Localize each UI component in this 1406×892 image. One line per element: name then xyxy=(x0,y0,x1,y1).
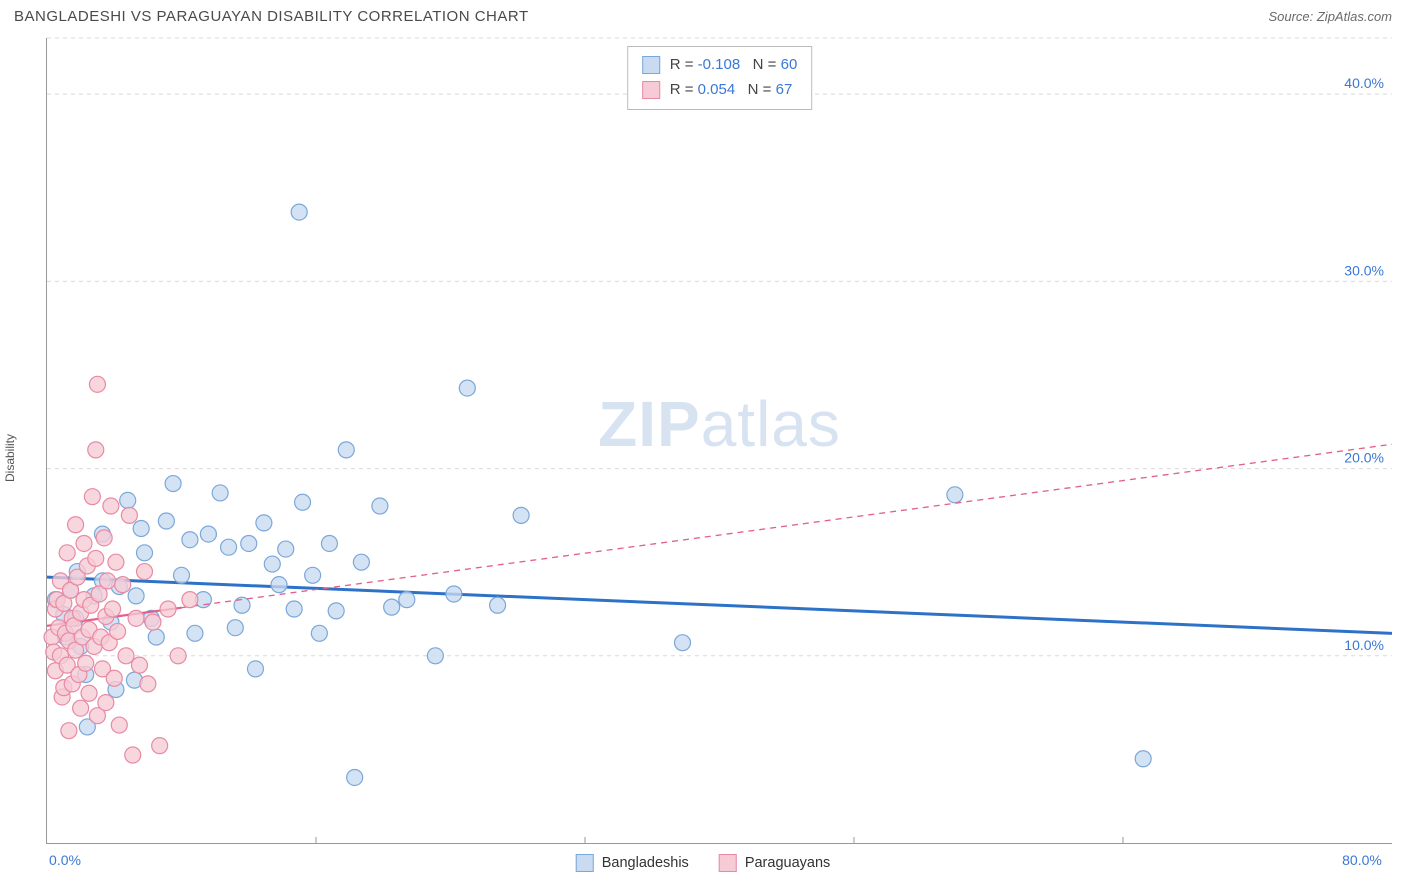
scatter-point xyxy=(89,376,105,392)
scatter-point xyxy=(187,625,203,641)
scatter-point xyxy=(137,545,153,561)
scatter-point xyxy=(264,556,280,572)
scatter-point xyxy=(145,614,161,630)
chart-title: BANGLADESHI VS PARAGUAYAN DISABILITY COR… xyxy=(14,8,529,25)
legend-stat-row: R = 0.054 N = 67 xyxy=(642,78,798,103)
scatter-point xyxy=(165,476,181,492)
correlation-legend: R = -0.108 N = 60R = 0.054 N = 67 xyxy=(627,46,813,110)
scatter-point xyxy=(73,700,89,716)
scatter-point xyxy=(328,603,344,619)
scatter-point xyxy=(295,494,311,510)
scatter-point xyxy=(140,676,156,692)
scatter-point xyxy=(103,498,119,514)
scatter-point xyxy=(59,545,75,561)
scatter-point xyxy=(108,554,124,570)
svg-text:30.0%: 30.0% xyxy=(1344,262,1384,278)
scatter-point xyxy=(110,623,126,639)
legend-stat-row: R = -0.108 N = 60 xyxy=(642,53,798,78)
plot-area: ZIPatlas 10.0%20.0%30.0%40.0%0.0%80.0% R… xyxy=(46,38,1392,844)
scatter-point xyxy=(200,526,216,542)
series-legend: Bangladeshis Paraguayans xyxy=(576,854,831,872)
scatter-point xyxy=(675,635,691,651)
legend-label: Bangladeshis xyxy=(602,855,689,871)
scatter-point xyxy=(115,577,131,593)
scatter-point xyxy=(61,723,77,739)
scatter-point xyxy=(338,442,354,458)
scatter-point xyxy=(174,567,190,583)
scatter-point xyxy=(182,592,198,608)
svg-text:40.0%: 40.0% xyxy=(1344,75,1384,91)
scatter-point xyxy=(125,747,141,763)
legend-label: Paraguayans xyxy=(745,855,830,871)
legend-swatch xyxy=(642,56,660,74)
svg-text:20.0%: 20.0% xyxy=(1344,450,1384,466)
scatter-point xyxy=(384,599,400,615)
scatter-point xyxy=(247,661,263,677)
scatter-point xyxy=(78,655,94,671)
scatter-point xyxy=(241,535,257,551)
legend-swatch xyxy=(576,854,594,872)
scatter-point xyxy=(111,717,127,733)
scatter-point xyxy=(513,507,529,523)
svg-text:80.0%: 80.0% xyxy=(1342,852,1382,868)
scatter-point xyxy=(88,550,104,566)
scatter-point xyxy=(311,625,327,641)
scatter-point xyxy=(131,657,147,673)
scatter-point xyxy=(427,648,443,664)
scatter-point xyxy=(227,620,243,636)
scatter-point xyxy=(399,592,415,608)
scatter-point xyxy=(286,601,302,617)
scatter-point xyxy=(347,769,363,785)
scatter-point xyxy=(121,507,137,523)
scatter-point xyxy=(256,515,272,531)
scatter-point xyxy=(128,588,144,604)
scatter-point xyxy=(158,513,174,529)
scatter-point xyxy=(100,573,116,589)
legend-swatch xyxy=(719,854,737,872)
scatter-point xyxy=(321,535,337,551)
scatter-point xyxy=(353,554,369,570)
scatter-point xyxy=(271,577,287,593)
scatter-point xyxy=(170,648,186,664)
scatter-point xyxy=(459,380,475,396)
scatter-point xyxy=(137,564,153,580)
chart-svg: 10.0%20.0%30.0%40.0%0.0%80.0% xyxy=(47,38,1392,843)
scatter-point xyxy=(68,517,84,533)
legend-swatch xyxy=(642,81,660,99)
scatter-point xyxy=(1135,751,1151,767)
scatter-point xyxy=(88,442,104,458)
scatter-point xyxy=(105,601,121,617)
scatter-point xyxy=(133,520,149,536)
scatter-point xyxy=(98,695,114,711)
scatter-point xyxy=(84,489,100,505)
y-axis-label: Disability xyxy=(3,434,17,482)
scatter-point xyxy=(148,629,164,645)
scatter-point xyxy=(212,485,228,501)
chart-source: Source: ZipAtlas.com xyxy=(1268,9,1392,24)
svg-text:0.0%: 0.0% xyxy=(49,852,81,868)
scatter-point xyxy=(291,204,307,220)
scatter-point xyxy=(76,535,92,551)
scatter-point xyxy=(120,492,136,508)
chart-header: BANGLADESHI VS PARAGUAYAN DISABILITY COR… xyxy=(0,0,1406,29)
legend-item: Bangladeshis xyxy=(576,854,689,872)
scatter-point xyxy=(106,670,122,686)
svg-text:10.0%: 10.0% xyxy=(1344,637,1384,653)
chart-container: Disability ZIPatlas 10.0%20.0%30.0%40.0%… xyxy=(14,38,1392,878)
scatter-point xyxy=(96,530,112,546)
scatter-point xyxy=(305,567,321,583)
legend-item: Paraguayans xyxy=(719,854,830,872)
scatter-point xyxy=(490,597,506,613)
scatter-point xyxy=(118,648,134,664)
scatter-point xyxy=(446,586,462,602)
scatter-point xyxy=(81,685,97,701)
scatter-point xyxy=(221,539,237,555)
scatter-point xyxy=(947,487,963,503)
scatter-point xyxy=(160,601,176,617)
scatter-point xyxy=(152,738,168,754)
scatter-point xyxy=(182,532,198,548)
scatter-point xyxy=(128,610,144,626)
scatter-point xyxy=(372,498,388,514)
scatter-point xyxy=(278,541,294,557)
